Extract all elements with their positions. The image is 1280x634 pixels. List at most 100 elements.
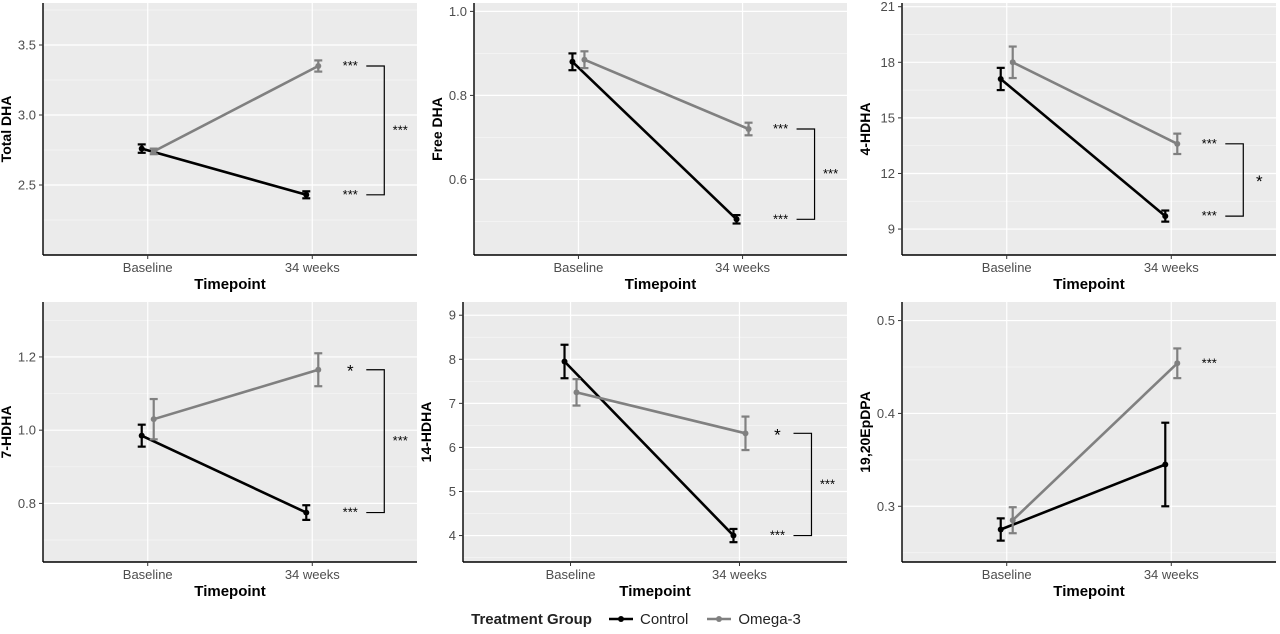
data-point <box>742 430 749 437</box>
data-point <box>150 416 157 423</box>
y-tick-label: 15 <box>881 110 895 125</box>
x-tick-label: Baseline <box>554 260 604 275</box>
plot-background <box>474 3 847 255</box>
data-point <box>561 358 568 365</box>
legend-label-control: Control <box>639 610 689 628</box>
significance-bracket <box>793 432 813 537</box>
data-point <box>1162 213 1169 220</box>
chart-panel-1: 2.5 3.0 3.5 Baseline 34 weeks Timepoint Total … <box>0 3 417 293</box>
data-point <box>138 432 145 439</box>
series-line-omega3 <box>1012 61 1178 145</box>
data-point <box>745 126 752 132</box>
y-tick-label: 0.8 <box>18 496 36 511</box>
data-point <box>581 56 588 63</box>
series-line-control <box>141 434 307 514</box>
x-tick-label: Baseline <box>123 567 173 582</box>
data-point <box>569 58 576 65</box>
chart-grid: 2.5 3.0 3.5 Baseline 34 weeks Timepoint Total … <box>0 0 1276 600</box>
significance-mark: *** <box>343 58 358 73</box>
y-tick-label: 12 <box>881 166 895 181</box>
y-axis-title: 14-HDHA <box>418 402 434 463</box>
series-line-omega3 <box>1011 362 1179 522</box>
y-tick-label: 0.5 <box>877 313 895 328</box>
y-tick-label: 0.3 <box>877 499 895 514</box>
significance-bracket <box>796 128 816 220</box>
x-tick-label: Baseline <box>982 567 1032 582</box>
significance-mark: *** <box>770 528 785 543</box>
x-axis-title: Timepoint <box>625 276 696 293</box>
x-tick-label: 34 weeks <box>1144 567 1199 582</box>
series-line-omega3 <box>153 64 319 153</box>
x-tick-label: Baseline <box>982 260 1032 275</box>
significance-mark: *** <box>773 211 788 226</box>
y-axis-title: 19,20EpDPA <box>857 391 873 472</box>
significance-bracket <box>366 65 385 196</box>
plot-background <box>43 302 417 562</box>
series-line-omega3 <box>583 58 750 131</box>
y-tick-label: 4 <box>449 528 456 543</box>
significance-bracket <box>366 369 385 514</box>
y-tick-label: 9 <box>449 308 456 323</box>
y-tick-label: 0.8 <box>449 88 467 103</box>
data-point <box>1174 140 1181 147</box>
legend-label-omega3: Omega-3 <box>738 610 801 628</box>
chart-panel-2: 0.6 0.8 1.0 Baseline 34 weeks Timepoint Free D… <box>429 3 847 293</box>
data-point <box>1174 360 1181 367</box>
chart-panel-6: 0.3 0.4 0.5 Baseline 34 weeks Timepoint 19,20E… <box>857 302 1276 600</box>
significance-mark: *** <box>343 505 358 520</box>
bracket-mark: *** <box>823 166 838 181</box>
y-tick-label: 8 <box>449 352 456 367</box>
legend: Treatment Group Control Omega-3 <box>0 604 1280 634</box>
plot-background <box>902 3 1276 255</box>
y-axis-title: 4-HDHA <box>857 103 873 156</box>
y-tick-label: 1.0 <box>449 4 467 19</box>
data-point <box>315 366 322 373</box>
bracket-mark: * <box>1256 172 1263 191</box>
data-point <box>733 216 740 223</box>
data-point <box>1162 461 1169 468</box>
y-tick-label: 0.4 <box>877 406 895 421</box>
plot-background <box>463 302 847 562</box>
y-axis-title: Total DHA <box>0 96 14 163</box>
y-tick-label: 7 <box>449 396 456 411</box>
plot-background <box>902 302 1276 562</box>
significance-mark: * <box>347 362 354 381</box>
legend-key-control <box>608 616 633 622</box>
x-axis-title: Timepoint <box>194 583 265 600</box>
significance-mark: *** <box>1202 355 1217 370</box>
significance-mark: * <box>774 425 781 444</box>
significance-mark: *** <box>1202 136 1217 151</box>
data-point <box>1009 517 1016 524</box>
data-point <box>1009 59 1016 66</box>
x-tick-label: 34 weeks <box>715 260 770 275</box>
series-line-omega3 <box>153 368 319 421</box>
data-point <box>303 509 310 516</box>
x-tick-label: 34 weeks <box>285 567 340 582</box>
data-point <box>573 389 580 396</box>
chart-panel-3: 9 12 15 18 21 Baseline 34 weeks Timepoint 4-HDHA… <box>857 0 1276 293</box>
significance-bracket <box>1225 143 1244 217</box>
y-tick-label: 0.6 <box>449 172 467 187</box>
data-point <box>997 75 1004 82</box>
bracket-mark: *** <box>393 433 408 448</box>
series-line-control <box>571 60 738 221</box>
y-axis-title: 7-HDHA <box>0 406 14 459</box>
data-point <box>997 526 1004 533</box>
x-axis-title: Timepoint <box>1053 276 1124 293</box>
y-tick-label: 1.2 <box>18 349 36 364</box>
chart-panel-4: 0.8 1.0 1.2 Baseline 34 weeks Timepoint 7-HDHA… <box>0 302 417 600</box>
plot-background <box>43 3 417 255</box>
series-line-control <box>563 360 735 537</box>
y-tick-label: 9 <box>888 222 895 237</box>
legend-title: Treatment Group <box>471 610 592 628</box>
x-axis-title: Timepoint <box>194 276 265 293</box>
y-tick-label: 2.5 <box>18 178 36 193</box>
bracket-mark: *** <box>393 122 408 137</box>
data-point <box>315 63 322 69</box>
data-point <box>730 532 737 539</box>
series-line-control <box>1000 463 1166 531</box>
x-tick-label: 34 weeks <box>712 567 767 582</box>
y-tick-label: 3.0 <box>18 108 36 123</box>
x-tick-label: 34 weeks <box>285 260 340 275</box>
